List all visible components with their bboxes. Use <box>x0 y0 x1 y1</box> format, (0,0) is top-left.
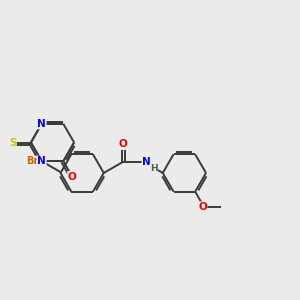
Text: O: O <box>68 172 76 182</box>
Text: O: O <box>118 140 127 149</box>
Text: H: H <box>150 164 158 173</box>
Text: O: O <box>198 202 207 212</box>
Text: N: N <box>37 156 46 166</box>
Text: S: S <box>9 137 16 148</box>
Text: Br: Br <box>26 156 38 166</box>
Text: N: N <box>142 157 151 167</box>
Text: N: N <box>37 119 46 129</box>
